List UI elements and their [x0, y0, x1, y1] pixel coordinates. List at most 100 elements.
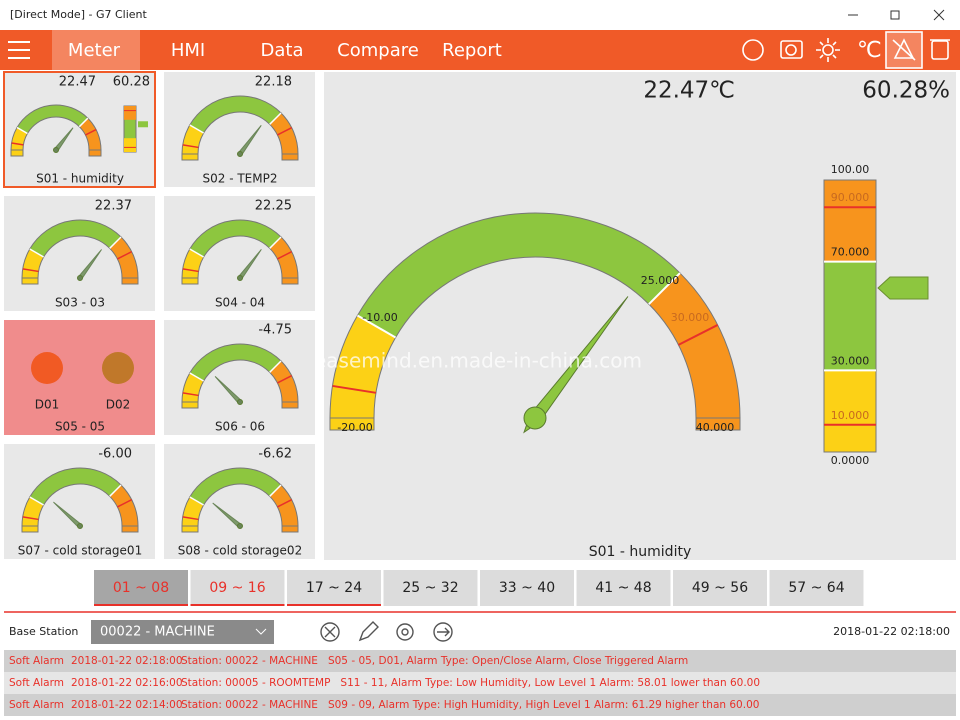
page-button-bg[interactable] — [190, 570, 285, 606]
menu-icon[interactable] — [8, 41, 30, 59]
gauge-mark — [189, 248, 205, 258]
gauge-label: 25.000 — [641, 274, 680, 287]
mini-bar-low — [124, 138, 136, 152]
page-button-bg[interactable] — [383, 570, 478, 606]
digital-indicator — [31, 352, 63, 384]
active-tab — [52, 30, 140, 70]
alarm-field: 2018-01-22 02:18:00 — [71, 655, 183, 667]
tile-value: -6.00 — [98, 447, 132, 462]
tile[interactable]: -4.75 S06 - 06 — [164, 320, 315, 435]
tile-bg — [4, 320, 155, 435]
humidity-reading: 60.28% — [862, 78, 950, 104]
window-controls[interactable] — [848, 9, 945, 21]
level-pointer — [877, 276, 929, 300]
tile-label: S03 - 03 — [55, 296, 105, 310]
alarm-field: 2018-01-22 02:14:00 — [71, 699, 183, 711]
gauge-foot — [695, 417, 741, 431]
page-button-bg[interactable] — [480, 570, 574, 606]
gauge-mark — [11, 142, 24, 146]
gauge-hub — [237, 275, 243, 281]
gauge-mark — [85, 128, 97, 136]
tile-label: S02 - TEMP2 — [203, 172, 278, 186]
gauge-mark — [356, 314, 397, 339]
gauge-foot — [21, 525, 39, 533]
alarm-row[interactable] — [4, 694, 956, 716]
page-button[interactable]: 01 ~ 08 — [113, 580, 169, 596]
nav-item[interactable]: Report — [442, 40, 502, 61]
gauge-mark — [16, 126, 28, 135]
tile[interactable]: -6.62 S08 - cold storage02 — [164, 444, 315, 559]
page-button[interactable]: 49 ~ 56 — [692, 580, 748, 596]
gauge-mark — [269, 360, 282, 373]
tile-label: S08 - cold storage02 — [178, 544, 302, 558]
tiles: 22.47 60.28 S01 - humidity 22.18 S02 - TEMP2… — [3, 71, 315, 559]
alarm-row[interactable] — [4, 650, 956, 672]
gauge-label: 40.000 — [696, 421, 735, 434]
page-button[interactable]: 33 ~ 40 — [499, 580, 555, 596]
gauge-mark — [189, 496, 205, 506]
gauge-foot — [329, 417, 375, 431]
page-button-bg[interactable] — [769, 570, 864, 606]
main-title: S01 - humidity — [589, 544, 691, 560]
gauge-mark — [109, 484, 122, 497]
alarm-field: Station: 00022 - MACHINE S05 - 05, D01, … — [181, 655, 688, 667]
page-button-bg[interactable] — [576, 570, 671, 606]
station-actions[interactable] — [320, 621, 453, 642]
gauge-mark — [29, 248, 45, 258]
page-button[interactable]: 25 ~ 32 — [402, 580, 458, 596]
gauge-mark — [182, 268, 199, 273]
tile-label: S01 - humidity — [36, 172, 124, 186]
main-view: 22.47℃ 60.28% -20.00 -10.00 25.000 30.000 40.0… — [314, 78, 950, 561]
tile[interactable]: 22.37 S03 - 03 — [4, 196, 155, 311]
gauge-mark — [269, 236, 282, 249]
tile-value: 22.18 — [255, 75, 292, 90]
nav-bar — [0, 30, 960, 70]
gauge-mark — [269, 484, 282, 497]
gauge-foot — [281, 153, 299, 161]
level-label: 100.00 — [831, 163, 870, 176]
alarm-field: 2018-01-22 02:16:00 — [71, 677, 183, 689]
select-arrow — [255, 628, 267, 635]
nav-item[interactable]: Compare — [337, 40, 419, 61]
tile-value: 22.25 — [255, 199, 292, 214]
page-button[interactable]: 57 ~ 64 — [788, 580, 844, 596]
gauge-foot — [181, 401, 199, 409]
toolbar-icons[interactable] — [742, 31, 950, 69]
page-button-bg[interactable] — [673, 570, 767, 606]
gauge-foot — [181, 277, 199, 285]
gauge-foot — [281, 277, 299, 285]
digital-label: D01 — [35, 398, 60, 412]
gauge-mark — [277, 251, 293, 260]
nav-item[interactable]: HMI — [171, 40, 205, 61]
celsius-icon[interactable]: ℃ — [857, 38, 882, 63]
page-button[interactable]: 17 ~ 24 — [306, 580, 362, 596]
tile[interactable]: 22.47 60.28 S01 - humidity — [3, 71, 156, 188]
watermark: easemind.en.made-in-china.com — [314, 349, 642, 373]
page-button-bg[interactable] — [287, 570, 381, 606]
nav-item[interactable]: Meter — [68, 40, 121, 61]
alarm-row[interactable] — [4, 672, 956, 694]
page-button[interactable]: 41 ~ 48 — [595, 580, 651, 596]
gauge-hub — [237, 523, 243, 529]
station-label: Base Station — [9, 625, 78, 638]
gauge-hub — [237, 399, 243, 405]
tile-value: 22.47 — [59, 75, 96, 90]
tile[interactable]: -6.00 S07 - cold storage01 — [4, 444, 155, 559]
tile[interactable]: 22.25 S04 - 04 — [164, 196, 315, 311]
gauge-mark — [648, 272, 681, 305]
tile[interactable]: 22.18 S02 - TEMP2 — [164, 72, 315, 187]
page-button[interactable]: 09 ~ 16 — [209, 580, 265, 596]
title-bar — [0, 0, 960, 30]
tile-label: S07 - cold storage01 — [18, 544, 142, 558]
station-select[interactable] — [91, 620, 274, 644]
digital-label: D02 — [106, 398, 131, 412]
gauge-mark — [189, 124, 205, 134]
nav-item[interactable]: Data — [261, 40, 304, 61]
page-button-bg[interactable] — [94, 570, 188, 606]
alarm-field: Soft Alarm — [9, 677, 64, 689]
mini-bar-pointer — [138, 121, 148, 128]
pager: 01 ~ 08 09 ~ 16 17 ~ 24 25 ~ 32 33 ~ 40 41 ~ … — [94, 570, 864, 606]
